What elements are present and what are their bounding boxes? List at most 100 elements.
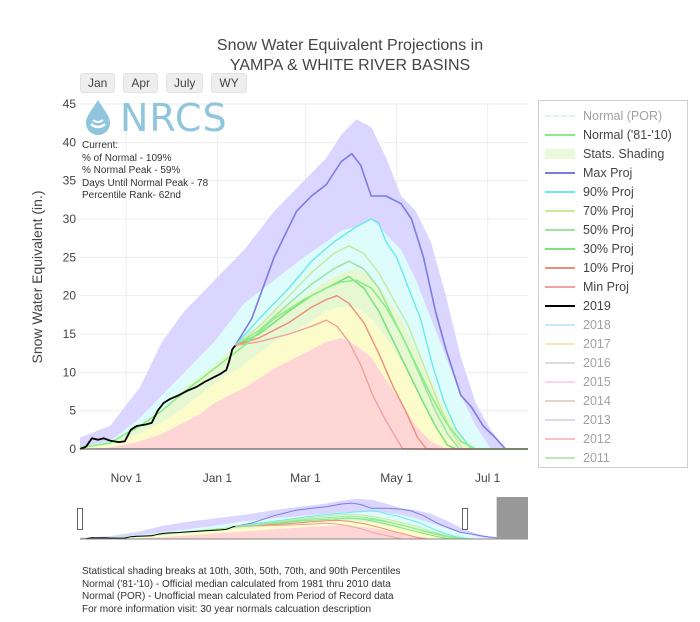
- navigator-series-line: [235, 515, 528, 540]
- legend-swatch: [545, 414, 575, 426]
- legend-item[interactable]: 90% Proj: [545, 182, 634, 201]
- legend-label: 2013: [583, 412, 611, 427]
- legend-swatch: [545, 186, 575, 198]
- shading-band: [80, 219, 528, 449]
- series-line: [234, 153, 528, 450]
- series-line: [235, 295, 528, 450]
- legend-item[interactable]: 2016: [545, 353, 611, 372]
- range-button-wy[interactable]: WY: [211, 73, 247, 93]
- legend-label: 2015: [583, 374, 611, 389]
- series-line: [234, 260, 528, 450]
- legend-label: 70% Proj: [583, 203, 634, 218]
- legend-swatch: [545, 338, 575, 350]
- range-button-apr[interactable]: Apr: [123, 73, 159, 93]
- legend-label: 2012: [583, 431, 611, 446]
- legend-swatch: [545, 395, 575, 407]
- legend-swatch: [545, 262, 575, 274]
- shading-band: [80, 268, 528, 449]
- legend-swatch: [545, 433, 575, 445]
- x-tick-label: Mar 1: [290, 471, 321, 485]
- x-tick-label: Jul 1: [475, 471, 501, 485]
- legend-label: Stats. Shading: [583, 146, 665, 161]
- legend-item[interactable]: 2014: [545, 391, 611, 410]
- percentile-rank: Percentile Rank- 62nd: [82, 190, 181, 201]
- legend-swatch: [545, 452, 575, 464]
- range-button-jan[interactable]: Jan: [80, 73, 116, 93]
- legend-item[interactable]: 2013: [545, 410, 611, 429]
- legend-label: Max Proj: [583, 165, 633, 180]
- legend-label: Normal (POR): [583, 108, 663, 123]
- y-tick-label: 40: [63, 135, 77, 149]
- navigator-shading-band: [80, 517, 528, 539]
- legend-label: Normal ('81-'10): [583, 127, 672, 142]
- legend-item[interactable]: Max Proj: [545, 163, 632, 182]
- legend-label: Min Proj: [583, 279, 629, 294]
- legend-swatch: [545, 148, 575, 160]
- legend-item[interactable]: 50% Proj: [545, 220, 634, 239]
- legend-item[interactable]: Normal (POR): [545, 106, 662, 125]
- navigator-shading-band: [80, 525, 528, 539]
- legend-swatch: [545, 167, 575, 179]
- shading-band: [80, 119, 528, 450]
- chart-title-line-1: Snow Water Equivalent Projections in: [216, 37, 484, 54]
- current-stats: Current: % of Normal - 109% % Normal Pea…: [82, 140, 208, 203]
- legend-label: 2014: [583, 393, 611, 408]
- legend-item[interactable]: 2012: [545, 429, 611, 448]
- footnote-normal-81-10: Normal ('81-'10) - Official median calcu…: [82, 578, 391, 590]
- footnote-normal-por: Normal (POR) - Unofficial mean calculate…: [82, 591, 394, 602]
- legend-label: 2017: [583, 336, 611, 351]
- y-tick-label: 5: [69, 404, 76, 418]
- y-tick-label: 30: [63, 212, 77, 226]
- legend-label: 10% Proj: [583, 260, 634, 275]
- legend-item[interactable]: 2018: [545, 315, 611, 334]
- legend-swatch: [545, 376, 575, 388]
- nrcs-logo: NRCS: [80, 96, 228, 140]
- chart-title-line-2: YAMPA & WHITE RIVER BASINS: [229, 57, 471, 74]
- legend-label: 2018: [583, 317, 611, 332]
- range-button-july[interactable]: July: [166, 73, 204, 93]
- percent-normal-peak: % Normal Peak - 59%: [82, 165, 181, 176]
- navigator-handle-right[interactable]: [462, 508, 468, 530]
- legend-item[interactable]: 2019: [545, 296, 611, 315]
- y-tick-label: 25: [63, 250, 77, 264]
- series-line: [234, 275, 528, 450]
- legend-label: 2019: [583, 298, 611, 313]
- legend-item[interactable]: 2015: [545, 372, 611, 391]
- y-tick-label: 15: [63, 327, 77, 341]
- legend-swatch: [545, 243, 575, 255]
- legend-swatch: [545, 129, 575, 141]
- footnote-shading: Statistical shading breaks at 10th, 30th…: [82, 566, 401, 577]
- footnotes: Statistical shading breaks at 10th, 30th…: [82, 566, 401, 616]
- navigator-shading-band: [80, 498, 528, 539]
- navigator-handle-left[interactable]: [77, 508, 83, 530]
- x-tick-label: Nov 1: [111, 471, 143, 485]
- series-line: [79, 344, 237, 450]
- legend-item[interactable]: Stats. Shading: [545, 144, 664, 163]
- x-tick-label: Jan 1: [203, 471, 233, 485]
- series-line: [79, 279, 528, 450]
- legend-item[interactable]: Min Proj: [545, 277, 629, 296]
- shading-band: [80, 337, 528, 449]
- series-line: [234, 245, 528, 450]
- legend-label: 90% Proj: [583, 184, 634, 199]
- legend-label: 2016: [583, 355, 611, 370]
- legend-item[interactable]: 70% Proj: [545, 201, 634, 220]
- y-tick-label: 10: [63, 365, 77, 379]
- series-line: [235, 319, 528, 450]
- legend-item[interactable]: 2011: [545, 448, 610, 467]
- percent-of-normal: % of Normal - 109%: [82, 152, 172, 164]
- legend-item[interactable]: 2017: [545, 334, 611, 353]
- navigator-mask: [496, 497, 528, 539]
- current-stats-heading: Current:: [82, 140, 119, 151]
- legend-item[interactable]: 30% Proj: [545, 239, 634, 258]
- legend-item[interactable]: 10% Proj: [545, 258, 634, 277]
- legend-swatch: [545, 300, 575, 312]
- range-selector: Jan Apr July WY: [80, 73, 247, 93]
- legend-swatch: [545, 224, 575, 236]
- days-until-normal-peak: Days Until Normal Peak - 78: [82, 177, 209, 189]
- legend-swatch: [545, 110, 575, 122]
- legend-item[interactable]: Normal ('81-'10): [545, 125, 672, 144]
- y-axis-label: Snow Water Equivalent (in.): [29, 191, 45, 364]
- y-tick-label: 45: [63, 97, 77, 111]
